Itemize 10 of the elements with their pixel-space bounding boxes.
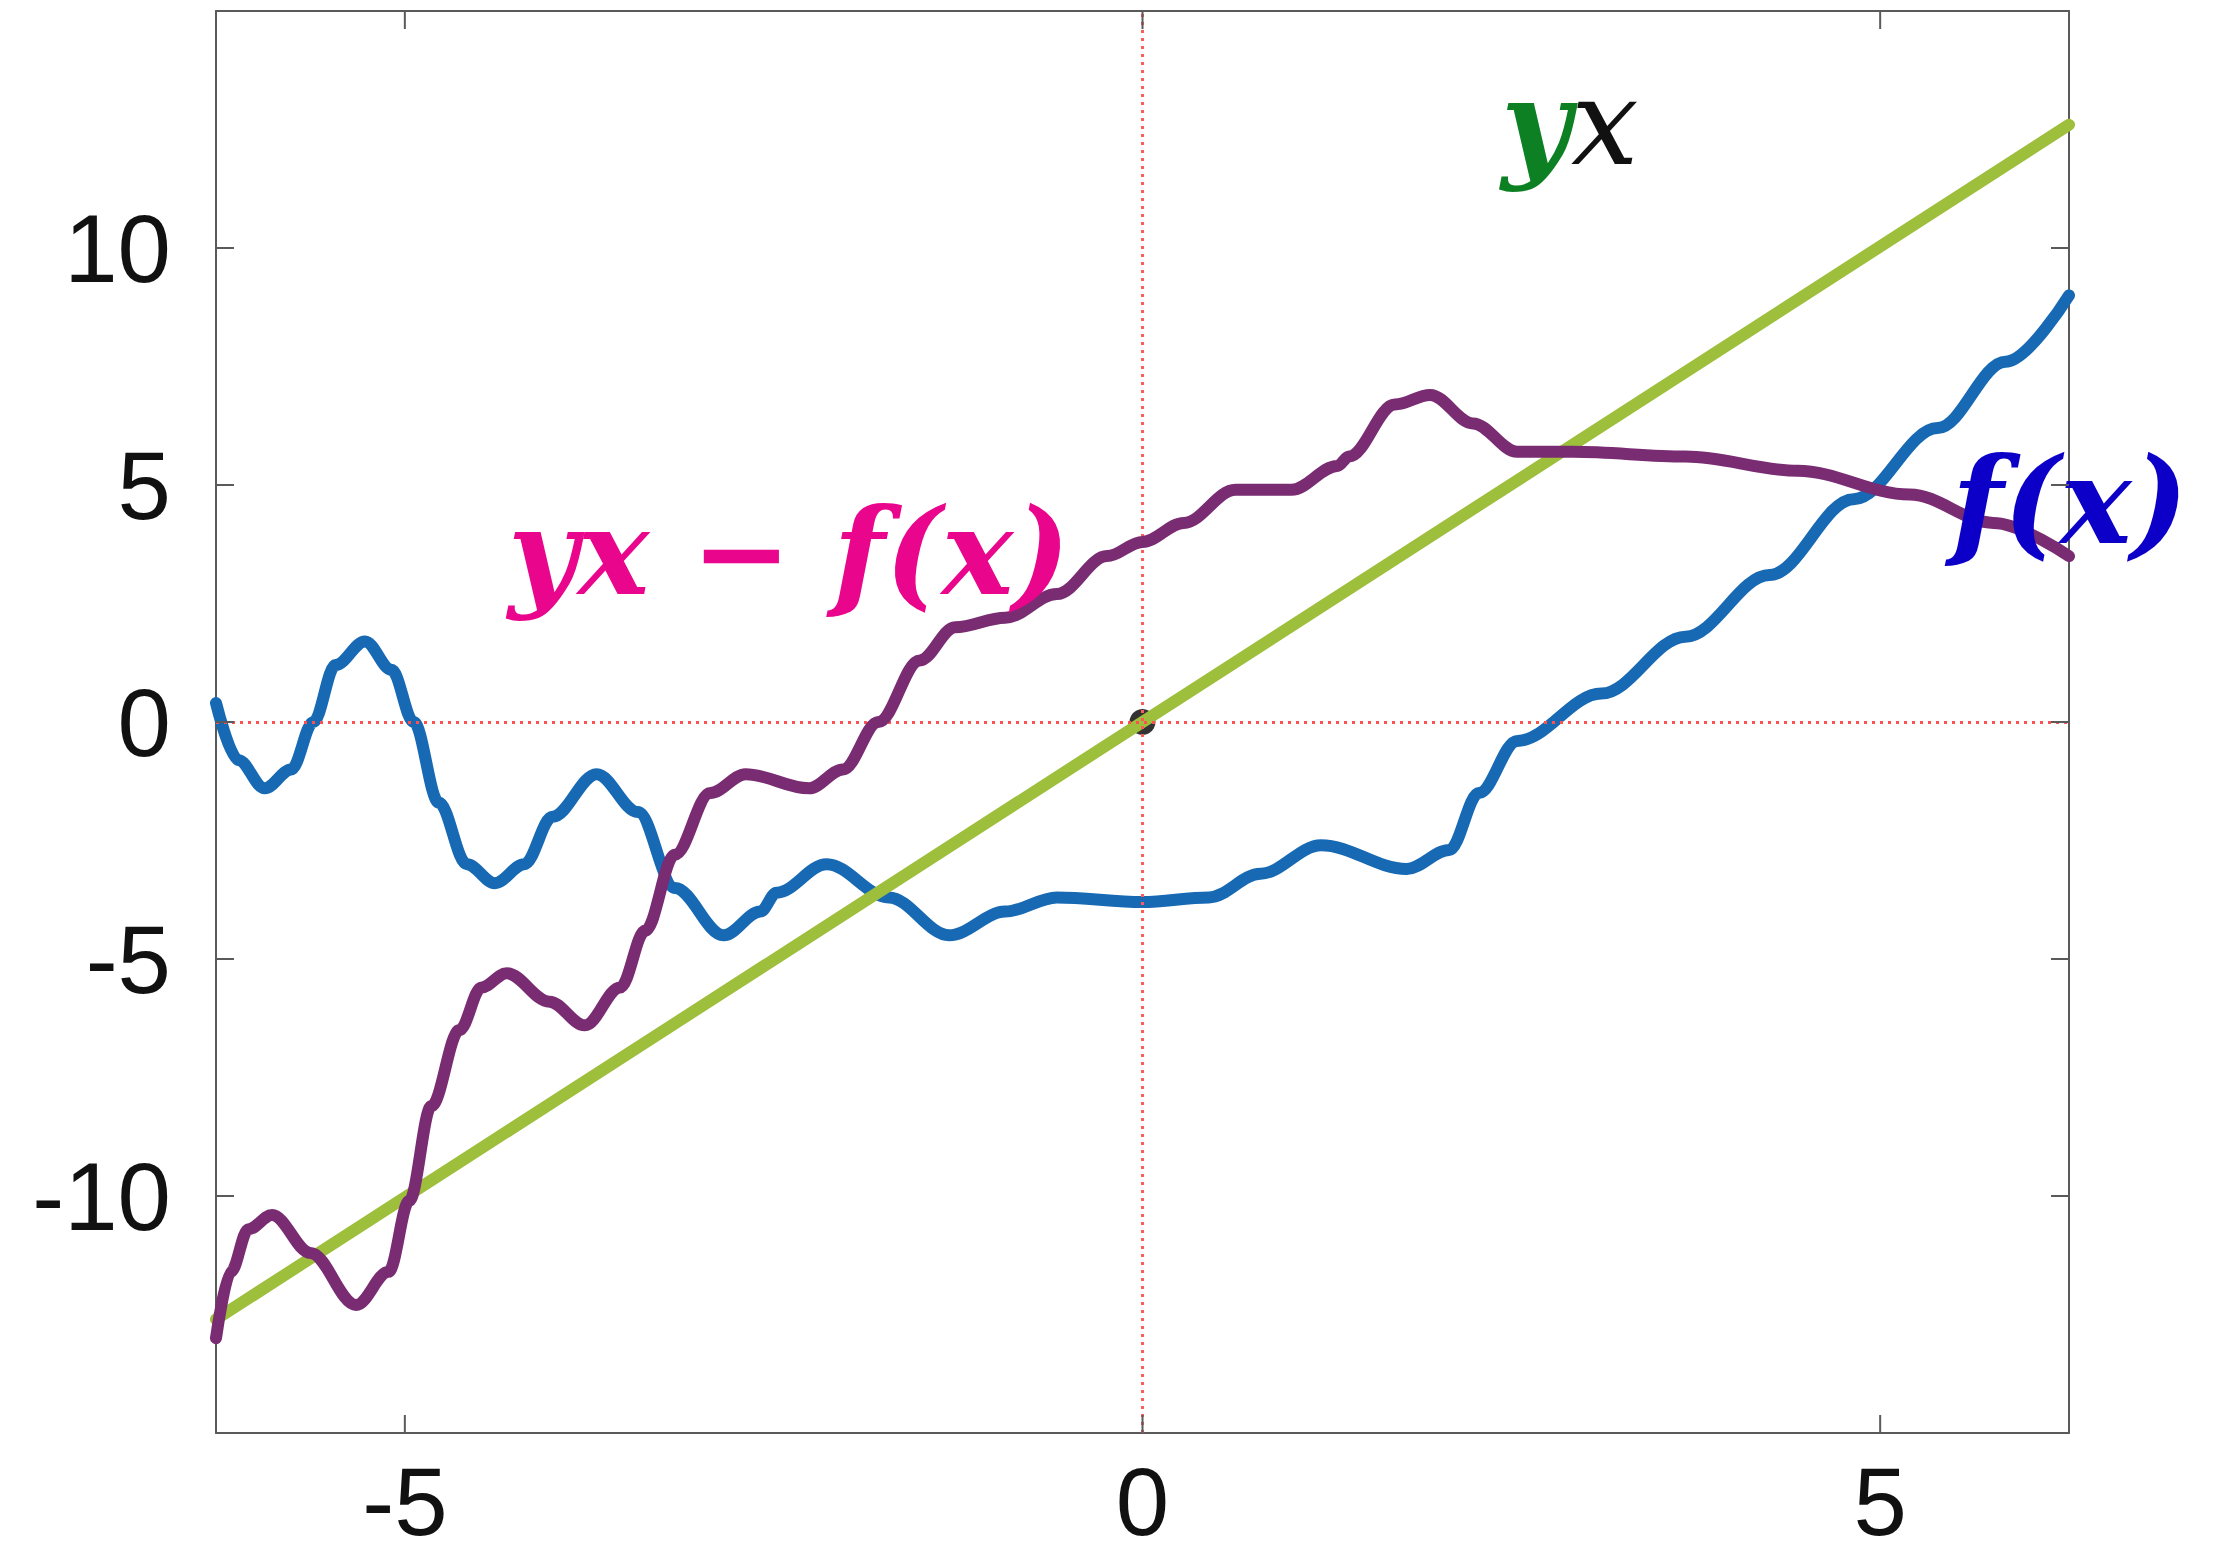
y-tick-label: 0 <box>117 668 171 776</box>
series-label: yx − f(x) <box>504 480 1071 622</box>
y-tick-label: 10 <box>64 194 171 302</box>
x-tick-label: 5 <box>1853 1447 1907 1551</box>
x-tick-label: 0 <box>1115 1447 1170 1551</box>
y-tick-label: -5 <box>85 905 171 1013</box>
series-label: yx <box>1498 51 1639 193</box>
x-tick-label: -5 <box>362 1447 448 1551</box>
y-tick-label: 5 <box>117 431 171 539</box>
y-tick-label: -10 <box>32 1142 171 1250</box>
